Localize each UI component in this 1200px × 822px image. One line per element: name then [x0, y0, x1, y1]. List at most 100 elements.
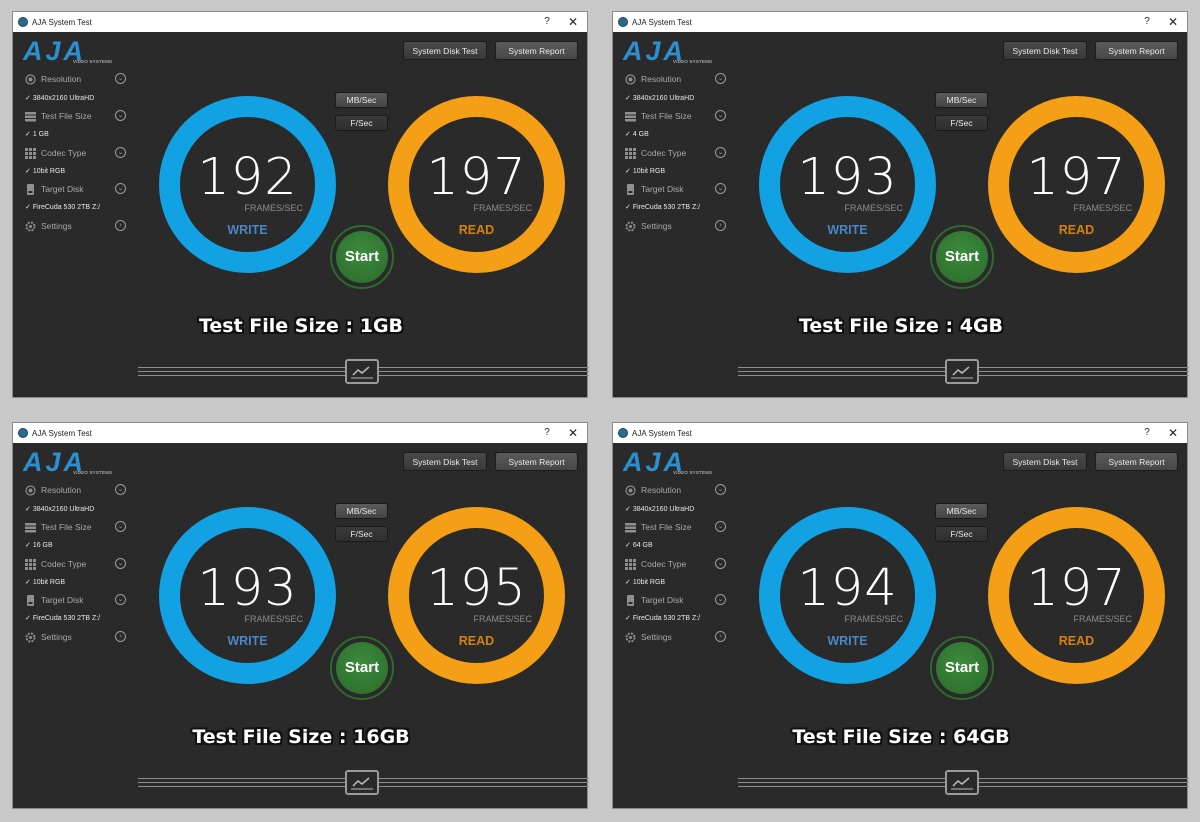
graph-button[interactable]	[945, 359, 979, 384]
codec-value: ✓ 10bit RGB	[25, 168, 66, 175]
chevron-right-icon[interactable]: ›	[715, 631, 726, 642]
sidebar-item-settings[interactable]: Settings ›	[25, 220, 129, 234]
sidebar-item-target-disk[interactable]: Target Disk ⌄	[625, 183, 729, 197]
sidebar-label-settings: Settings	[41, 221, 72, 231]
write-label: WRITE	[827, 634, 868, 648]
chevron-down-icon[interactable]: ⌄	[715, 558, 726, 569]
chevron-down-icon[interactable]: ⌄	[115, 73, 126, 84]
logo-subtext: VIDEO SYSTEMS	[73, 470, 113, 475]
chevron-down-icon[interactable]: ⌄	[115, 594, 126, 605]
graph-button[interactable]	[345, 770, 379, 795]
sidebar-item-resolution[interactable]: Resolution ⌄	[625, 73, 729, 87]
sidebar-item-codec[interactable]: Codec Type ⌄	[625, 558, 729, 572]
logo-text: AJA	[23, 447, 86, 475]
sidebar-item-resolution[interactable]: Resolution ⌄	[25, 73, 129, 87]
read-value: 197	[426, 148, 527, 207]
sidebar-item-codec[interactable]: Codec Type ⌄	[25, 558, 129, 572]
sidebar-label-resolution: Resolution	[641, 74, 682, 84]
gear-icon	[625, 221, 636, 232]
file-size-value: ✓ 4 GB	[625, 131, 649, 138]
codec-value: ✓ 10bit RGB	[25, 579, 66, 586]
line-graph-icon	[351, 366, 373, 379]
chevron-down-icon[interactable]: ⌄	[715, 147, 726, 158]
close-button[interactable]: ✕	[1167, 426, 1179, 440]
grid-icon	[625, 559, 636, 570]
mb-sec-button[interactable]: MB/Sec	[935, 92, 988, 108]
start-button[interactable]: Start	[930, 636, 994, 700]
chevron-down-icon[interactable]: ⌄	[115, 484, 126, 495]
sidebar-item-target-disk[interactable]: Target Disk ⌄	[625, 594, 729, 608]
sidebar-item-settings[interactable]: Settings ›	[625, 631, 729, 645]
mb-sec-button[interactable]: MB/Sec	[935, 503, 988, 519]
sidebar-item-file-size[interactable]: Test File Size ⌄	[25, 521, 129, 535]
start-button[interactable]: Start	[330, 225, 394, 289]
write-unit-label: FRAMES/SEC	[844, 203, 903, 213]
aja-window-64gb: AJA System Test ? ✕ AJA VIDEO SYSTEMS Sy…	[612, 422, 1189, 809]
graph-button[interactable]	[945, 770, 979, 795]
chevron-down-icon[interactable]: ⌄	[115, 183, 126, 194]
app-icon	[18, 17, 28, 27]
chevron-down-icon[interactable]: ⌄	[715, 594, 726, 605]
system-report-button[interactable]: System Report	[1095, 41, 1178, 60]
system-report-button[interactable]: System Report	[1095, 452, 1178, 471]
start-button[interactable]: Start	[330, 636, 394, 700]
close-button[interactable]: ✕	[567, 426, 579, 440]
sidebar-item-target-disk[interactable]: Target Disk ⌄	[25, 183, 129, 197]
title-bar: AJA System Test ? ✕	[13, 12, 587, 32]
sidebar-item-resolution[interactable]: Resolution ⌄	[625, 484, 729, 498]
read-value: 195	[426, 559, 527, 618]
file-size-value: ✓ 64 GB	[625, 542, 653, 549]
close-button[interactable]: ✕	[1167, 15, 1179, 29]
disk-icon	[627, 595, 634, 606]
sidebar-item-file-size[interactable]: Test File Size ⌄	[625, 521, 729, 535]
write-value: 194	[797, 559, 898, 618]
mb-sec-button[interactable]: MB/Sec	[335, 92, 388, 108]
system-disk-test-button[interactable]: System Disk Test	[1003, 452, 1087, 471]
chevron-down-icon[interactable]: ⌄	[715, 73, 726, 84]
f-sec-button[interactable]: F/Sec	[935, 526, 988, 542]
help-button[interactable]: ?	[544, 427, 550, 438]
chevron-down-icon[interactable]: ⌄	[115, 147, 126, 158]
sidebar-item-codec[interactable]: Codec Type ⌄	[625, 147, 729, 161]
aja-logo: AJA	[23, 447, 86, 475]
sidebar-item-settings[interactable]: Settings ›	[625, 220, 729, 234]
sidebar-item-resolution[interactable]: Resolution ⌄	[25, 484, 129, 498]
sidebar-item-file-size[interactable]: Test File Size ⌄	[25, 110, 129, 124]
sidebar-item-file-size[interactable]: Test File Size ⌄	[625, 110, 729, 124]
aperture-icon	[625, 74, 636, 85]
codec-value: ✓ 10bit RGB	[625, 168, 666, 175]
f-sec-button[interactable]: F/Sec	[335, 115, 388, 131]
help-button[interactable]: ?	[1144, 16, 1150, 27]
system-report-button[interactable]: System Report	[495, 452, 578, 471]
chevron-down-icon[interactable]: ⌄	[715, 521, 726, 532]
system-disk-test-button[interactable]: System Disk Test	[403, 452, 487, 471]
sidebar-item-codec[interactable]: Codec Type ⌄	[25, 147, 129, 161]
chevron-down-icon[interactable]: ⌄	[715, 183, 726, 194]
system-disk-test-button[interactable]: System Disk Test	[403, 41, 487, 60]
system-disk-test-button[interactable]: System Disk Test	[1003, 41, 1087, 60]
test-size-caption: Test File Size : 64GB	[792, 726, 1010, 748]
read-gauge: 195 FRAMES/SEC READ	[388, 507, 565, 684]
start-button[interactable]: Start	[930, 225, 994, 289]
sidebar-item-settings[interactable]: Settings ›	[25, 631, 129, 645]
sidebar-item-target-disk[interactable]: Target Disk ⌄	[25, 594, 129, 608]
graph-button[interactable]	[345, 359, 379, 384]
f-sec-button[interactable]: F/Sec	[935, 115, 988, 131]
chevron-down-icon[interactable]: ⌄	[115, 558, 126, 569]
f-sec-button[interactable]: F/Sec	[335, 526, 388, 542]
chevron-right-icon[interactable]: ›	[715, 220, 726, 231]
read-unit-label: FRAMES/SEC	[473, 203, 532, 213]
chevron-down-icon[interactable]: ⌄	[715, 484, 726, 495]
chevron-right-icon[interactable]: ›	[115, 220, 126, 231]
system-report-button[interactable]: System Report	[495, 41, 578, 60]
chevron-down-icon[interactable]: ⌄	[115, 110, 126, 121]
help-button[interactable]: ?	[544, 16, 550, 27]
chevron-right-icon[interactable]: ›	[115, 631, 126, 642]
grid-icon	[25, 148, 36, 159]
mb-sec-button[interactable]: MB/Sec	[335, 503, 388, 519]
chevron-down-icon[interactable]: ⌄	[715, 110, 726, 121]
chevron-down-icon[interactable]: ⌄	[115, 521, 126, 532]
read-gauge: 197 FRAMES/SEC READ	[988, 96, 1165, 273]
close-button[interactable]: ✕	[567, 15, 579, 29]
help-button[interactable]: ?	[1144, 427, 1150, 438]
